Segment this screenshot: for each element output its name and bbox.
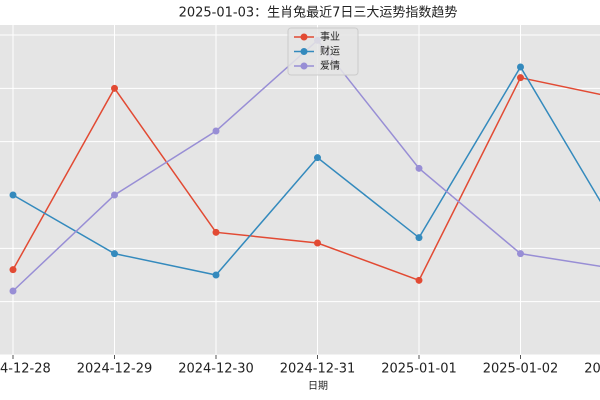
x-tick-label: 2024-12-28 xyxy=(0,362,51,377)
point xyxy=(517,74,524,82)
point xyxy=(517,250,524,258)
x-tick-label: 2024-12-31 xyxy=(280,362,356,377)
point xyxy=(9,191,17,199)
x-tick-label: 2025-01-01 xyxy=(381,362,457,377)
plot-area xyxy=(0,25,600,355)
point xyxy=(212,228,220,236)
x-tick-label: 2025-01-02 xyxy=(483,362,559,377)
point xyxy=(9,266,17,274)
grid xyxy=(0,25,600,356)
legend-marker xyxy=(300,33,308,41)
point xyxy=(314,154,321,162)
point xyxy=(415,234,423,242)
x-tick-label: 2024-12-29 xyxy=(77,362,153,377)
point xyxy=(415,164,423,172)
point xyxy=(111,191,118,199)
point xyxy=(212,271,220,279)
point xyxy=(415,276,423,284)
legend-marker xyxy=(300,48,308,55)
legend-marker xyxy=(300,62,308,70)
chart-title: 2025-01-03：生肖兔最近7日三大运势指数趋势 xyxy=(179,5,458,21)
x-tick-label: 2025-01-03 xyxy=(584,362,600,377)
point xyxy=(9,287,17,295)
point xyxy=(111,84,118,92)
x-tick-label: 2024-12-30 xyxy=(178,362,254,377)
point xyxy=(314,239,321,247)
x-axis-label: 日期 xyxy=(308,380,328,392)
legend-label: 爱情 xyxy=(320,59,340,72)
legend-label: 事业 xyxy=(320,30,340,43)
point xyxy=(111,250,118,258)
legend-label: 财运 xyxy=(320,45,340,58)
point xyxy=(517,63,524,71)
series-layer xyxy=(9,36,600,295)
point xyxy=(212,127,220,135)
